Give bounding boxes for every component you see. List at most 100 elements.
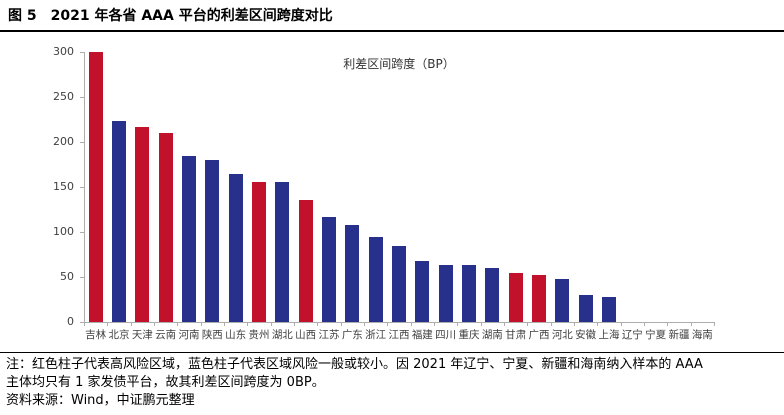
y-tick bbox=[80, 187, 84, 188]
y-tick-label: 50 bbox=[60, 270, 74, 283]
bar bbox=[368, 237, 383, 322]
y-tick-label: 300 bbox=[53, 45, 74, 58]
x-tick bbox=[457, 323, 459, 326]
footnote-line-2: 主体均只有 1 家发债平台，故其利差区间跨度为 0BP。 bbox=[6, 375, 325, 390]
x-axis-label: 甘肃 bbox=[505, 329, 527, 341]
x-axis-label: 福建 bbox=[411, 329, 433, 341]
bar bbox=[112, 121, 126, 322]
x-tick bbox=[527, 323, 529, 326]
x-axis-label: 湖南 bbox=[481, 329, 503, 341]
x-axis-label: 贵州 bbox=[248, 329, 270, 341]
y-tick bbox=[80, 142, 84, 143]
x-tick bbox=[224, 323, 225, 326]
x-tick bbox=[644, 323, 645, 326]
x-tick bbox=[387, 323, 389, 326]
x-axis-label: 山西 bbox=[295, 329, 317, 341]
x-axis-label: 吉林 bbox=[85, 329, 107, 341]
bar bbox=[228, 173, 243, 322]
x-tick bbox=[550, 323, 552, 326]
x-axis-label: 浙江 bbox=[365, 329, 387, 341]
y-tick-label: 250 bbox=[53, 90, 74, 103]
y-tick-label: 0 bbox=[67, 315, 74, 328]
x-axis-label: 山东 bbox=[225, 329, 247, 341]
y-tick-label: 150 bbox=[53, 180, 74, 193]
y-tick-label: 100 bbox=[53, 225, 74, 238]
x-axis-label: 海南 bbox=[691, 329, 713, 341]
bar bbox=[555, 278, 570, 322]
x-tick bbox=[504, 323, 505, 326]
x-tick bbox=[714, 323, 715, 326]
y-tick-label: 200 bbox=[53, 135, 74, 148]
x-tick bbox=[317, 323, 319, 326]
bar bbox=[182, 156, 196, 322]
x-axis-label: 上海 bbox=[598, 329, 620, 341]
x-tick bbox=[84, 323, 85, 326]
x-tick bbox=[154, 323, 155, 326]
y-tick bbox=[80, 232, 84, 233]
x-axis-label: 湖北 bbox=[271, 329, 293, 341]
x-axis-label: 河南 bbox=[178, 329, 200, 341]
title-divider bbox=[0, 30, 784, 32]
x-axis-label: 广东 bbox=[341, 329, 363, 341]
y-axis bbox=[84, 52, 85, 322]
x-tick bbox=[270, 323, 272, 326]
bar bbox=[578, 295, 593, 322]
bar bbox=[135, 126, 150, 322]
bar bbox=[462, 265, 476, 322]
x-axis-label: 河北 bbox=[551, 329, 573, 341]
x-tick bbox=[690, 323, 692, 326]
x-axis-label: 陕西 bbox=[201, 329, 223, 341]
x-axis-label: 宁夏 bbox=[645, 329, 667, 341]
bar-chart: 利差区间跨度（BP） 0 50 100 150 200 250 300 吉林 北京 天津 云南 河南陕… bbox=[0, 32, 784, 352]
x-tick bbox=[667, 323, 669, 326]
figure-title: 图 5 2021 年各省 AAA 平台的利差区间跨度对比 bbox=[8, 5, 333, 25]
bar bbox=[252, 181, 266, 322]
x-tick bbox=[434, 323, 435, 326]
x-axis-label: 江西 bbox=[388, 329, 410, 341]
x-axis-label: 广西 bbox=[528, 329, 550, 341]
bar bbox=[345, 224, 360, 322]
x-axis-label: 天津 bbox=[131, 329, 153, 341]
y-tick bbox=[80, 52, 84, 53]
bar bbox=[485, 268, 500, 322]
source-line: 资料来源：Wind，中证鹏元整理 bbox=[6, 393, 195, 408]
x-tick bbox=[177, 323, 179, 326]
x-tick bbox=[410, 323, 412, 326]
bar bbox=[602, 296, 616, 322]
x-tick bbox=[294, 323, 295, 326]
bar bbox=[508, 273, 523, 322]
bar bbox=[438, 265, 453, 322]
figure-title-text: 2021 年各省 AAA 平台的利差区间跨度对比 bbox=[50, 8, 333, 24]
x-axis-label: 四川 bbox=[435, 329, 457, 341]
x-tick bbox=[130, 323, 132, 326]
x-tick bbox=[340, 323, 342, 326]
x-tick bbox=[200, 323, 202, 326]
x-tick bbox=[364, 323, 365, 326]
bar bbox=[88, 52, 103, 322]
bar bbox=[322, 216, 336, 322]
x-axis-label: 云南 bbox=[155, 329, 177, 341]
y-tick bbox=[80, 322, 84, 323]
figure-number: 图 5 bbox=[8, 8, 37, 24]
bar bbox=[275, 181, 290, 322]
x-tick bbox=[480, 323, 482, 326]
x-axis-label: 辽宁 bbox=[621, 329, 643, 341]
x-axis-label: 北京 bbox=[108, 329, 130, 341]
bar bbox=[205, 160, 220, 322]
chart-legend: 利差区间跨度（BP） bbox=[343, 57, 455, 71]
x-axis bbox=[84, 322, 715, 323]
x-tick bbox=[107, 323, 109, 326]
x-tick bbox=[574, 323, 575, 326]
bar bbox=[415, 260, 430, 322]
x-axis-label: 安徽 bbox=[575, 329, 597, 341]
x-axis-label: 江苏 bbox=[318, 329, 340, 341]
bar bbox=[298, 199, 313, 322]
y-tick bbox=[80, 97, 84, 98]
bar bbox=[158, 133, 173, 322]
bar bbox=[392, 245, 406, 322]
x-axis-label: 新疆 bbox=[668, 329, 690, 341]
x-tick bbox=[247, 323, 249, 326]
x-tick bbox=[597, 323, 599, 326]
footnote-block: 注：红色柱子代表高风险区域，蓝色柱子代表区域风险一般或较小。因 2021 年辽宁… bbox=[0, 352, 784, 415]
